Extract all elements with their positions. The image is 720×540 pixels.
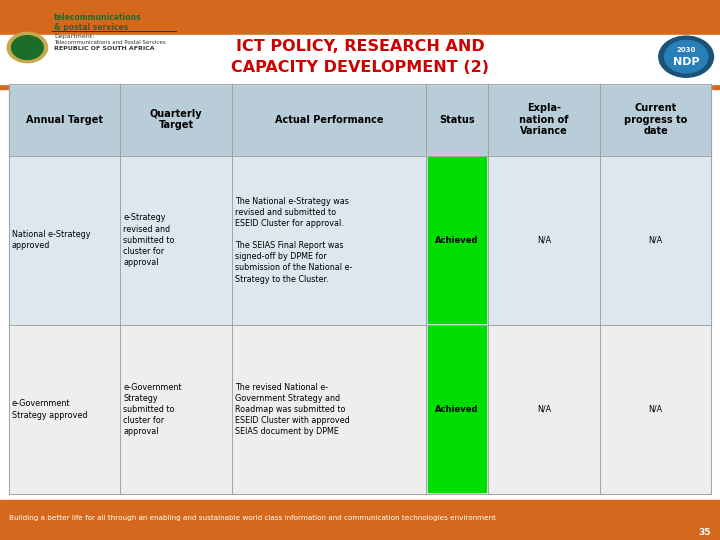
Bar bbox=[428, 326, 486, 492]
Text: N/A: N/A bbox=[537, 235, 551, 245]
Text: Actual Performance: Actual Performance bbox=[274, 114, 383, 125]
Circle shape bbox=[665, 40, 708, 73]
Text: Department:: Department: bbox=[54, 33, 94, 39]
Text: 35: 35 bbox=[699, 528, 711, 537]
Text: Status: Status bbox=[439, 114, 475, 125]
Text: National e-Strategy
approved: National e-Strategy approved bbox=[12, 230, 90, 250]
Bar bbox=[428, 157, 486, 323]
Bar bbox=[0, 84, 720, 89]
Text: The revised National e-
Government Strategy and
Roadmap was submitted to
ESEID C: The revised National e- Government Strat… bbox=[235, 383, 349, 436]
Bar bbox=[9, 84, 711, 156]
Text: Achieved: Achieved bbox=[436, 405, 479, 414]
Text: Expla-
nation of
Variance: Expla- nation of Variance bbox=[519, 103, 569, 136]
Text: 2030: 2030 bbox=[677, 47, 696, 53]
Bar bbox=[9, 325, 711, 494]
Bar bbox=[0, 0, 720, 35]
Text: Building a better life for all through an enabling and sustainable world class i: Building a better life for all through a… bbox=[9, 515, 495, 521]
Text: N/A: N/A bbox=[649, 405, 662, 414]
Bar bbox=[0, 35, 720, 84]
Text: NDP: NDP bbox=[673, 57, 699, 67]
Bar bbox=[0, 500, 720, 540]
Text: The National e-Strategy was
revised and submitted to
ESEID Cluster for approval.: The National e-Strategy was revised and … bbox=[235, 197, 352, 284]
Text: N/A: N/A bbox=[649, 235, 662, 245]
Text: REPUBLIC OF SOUTH AFRICA: REPUBLIC OF SOUTH AFRICA bbox=[54, 46, 155, 51]
Text: Annual Target: Annual Target bbox=[26, 114, 103, 125]
Text: ICT POLICY, RESEARCH AND
CAPACITY DEVELOPMENT (2): ICT POLICY, RESEARCH AND CAPACITY DEVELO… bbox=[231, 39, 489, 75]
Text: Achieved: Achieved bbox=[436, 235, 479, 245]
Text: e-Government
Strategy
submitted to
cluster for
approval: e-Government Strategy submitted to clust… bbox=[123, 383, 181, 436]
Text: Quarterly
Target: Quarterly Target bbox=[150, 109, 202, 131]
Text: N/A: N/A bbox=[537, 405, 551, 414]
Circle shape bbox=[7, 32, 48, 63]
Text: Telecommunications and Postal Services: Telecommunications and Postal Services bbox=[54, 39, 166, 45]
Text: e-Government
Strategy approved: e-Government Strategy approved bbox=[12, 400, 87, 420]
Text: telecommunications
& postal services: telecommunications & postal services bbox=[54, 13, 142, 32]
Circle shape bbox=[12, 36, 43, 59]
Bar bbox=[9, 156, 711, 325]
Text: e-Strategy
revised and
submitted to
cluster for
approval: e-Strategy revised and submitted to clus… bbox=[123, 213, 175, 267]
Bar bbox=[0, 83, 720, 84]
Circle shape bbox=[659, 36, 714, 77]
Text: Current
progress to
date: Current progress to date bbox=[624, 103, 687, 136]
